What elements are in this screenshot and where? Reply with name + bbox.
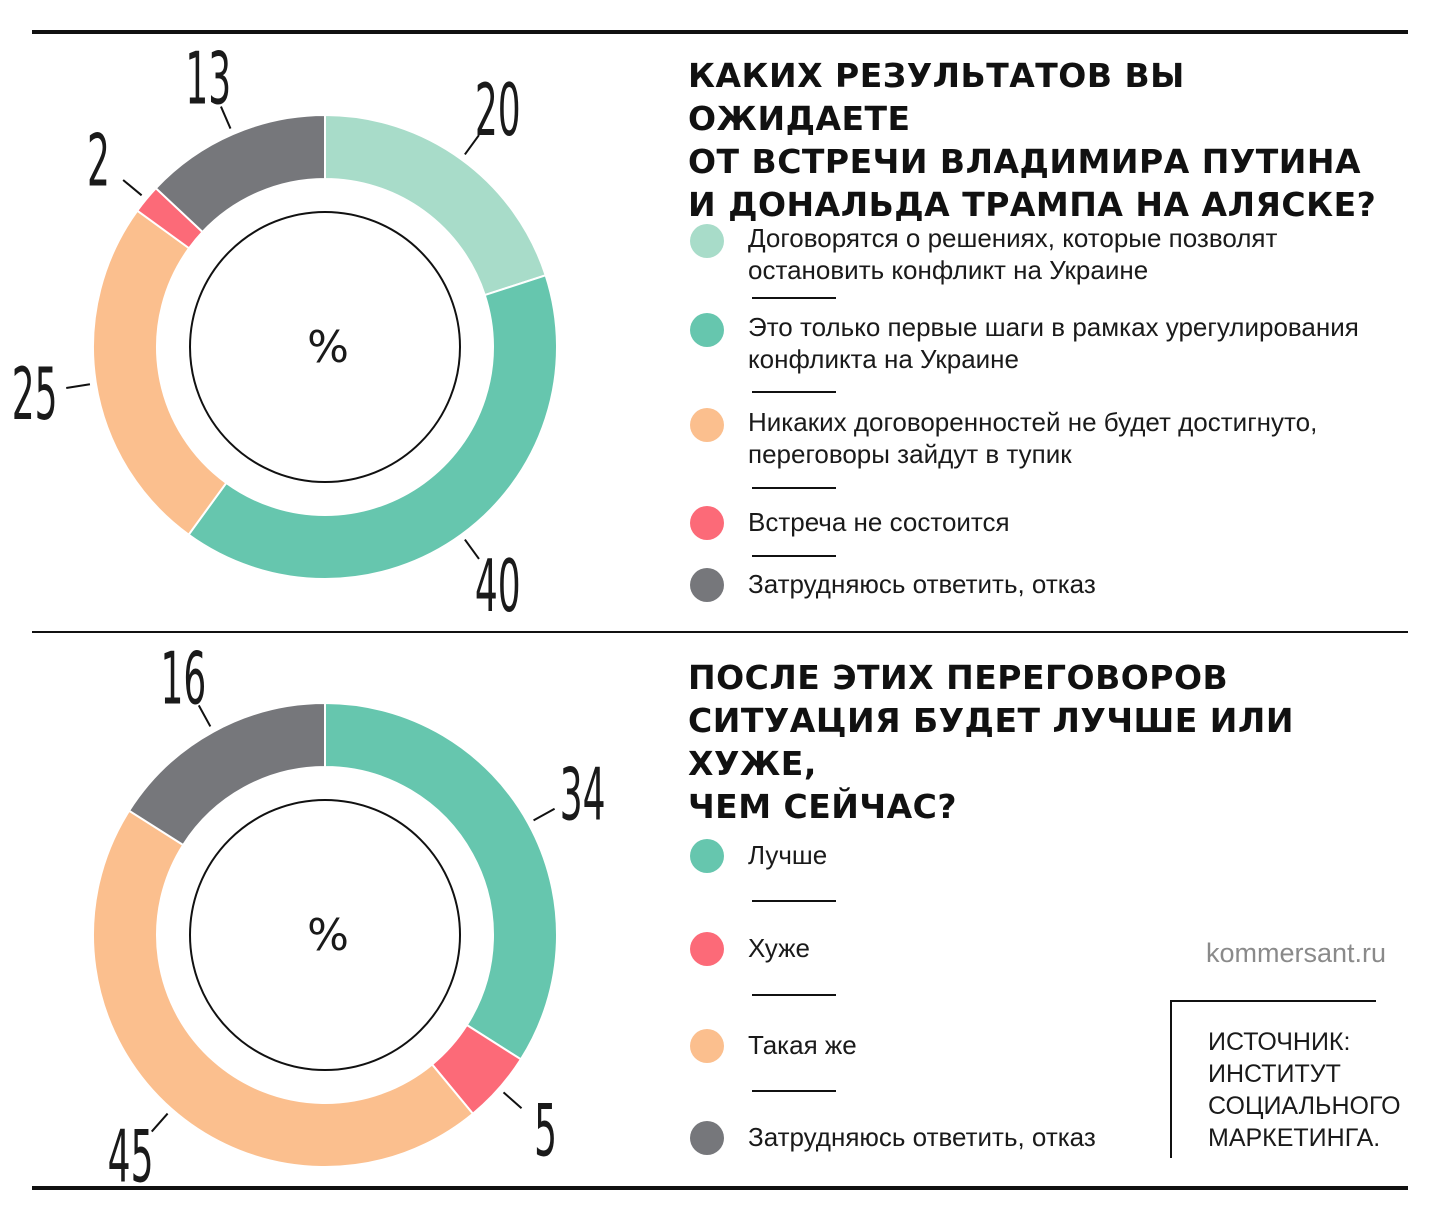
data-label: 2 xyxy=(87,120,110,204)
legend-swatch xyxy=(690,839,724,873)
data-label: 40 xyxy=(475,545,521,629)
legend-label: Договорятся о решениях, которые позволят… xyxy=(748,223,1278,285)
donut-chart-expectations: % 20 40 25 2 13 xyxy=(12,40,558,629)
data-label: 45 xyxy=(108,1116,154,1184)
legend-swatch xyxy=(690,568,724,602)
chart-title: ПОСЛЕ ЭТИХ ПЕРЕГОВОРОВ СИТУАЦИЯ БУДЕТ ЛУ… xyxy=(688,658,1294,826)
data-label: 13 xyxy=(185,40,231,121)
legend-divider xyxy=(752,1090,836,1092)
legend-label: Такая же xyxy=(748,1030,857,1060)
leader-line xyxy=(533,807,556,822)
legend-swatch xyxy=(690,506,724,540)
inner-circle xyxy=(189,799,461,1071)
data-label: 34 xyxy=(560,754,606,838)
donut-chart-outlook: % 34 5 45 16 xyxy=(92,638,606,1184)
donut-slice xyxy=(127,701,326,847)
legend-label: Это только первые шаги в рамках урегулир… xyxy=(748,312,1359,374)
legend-swatch xyxy=(690,408,724,442)
legend-label: Никаких договоренностей не будет достигн… xyxy=(748,407,1318,469)
leader-line xyxy=(502,1091,523,1110)
legend-swatch xyxy=(690,1029,724,1063)
source-box: ИСТОЧНИК: ИНСТИТУТ СОЦИАЛЬНОГО МАРКЕТИНГ… xyxy=(1170,1000,1401,1158)
inner-circle xyxy=(189,211,461,483)
leader-line xyxy=(66,383,91,389)
legend-label: Затрудняюсь ответить, отказ xyxy=(748,1122,1096,1152)
leader-line xyxy=(464,134,480,156)
leader-line xyxy=(150,1112,169,1133)
legend-label: Лучше xyxy=(748,840,828,870)
legend-label: Затрудняюсь ответить, отказ xyxy=(748,569,1096,599)
donut-slice xyxy=(187,274,558,580)
legend-label: Хуже xyxy=(748,933,810,963)
legend-divider xyxy=(752,487,836,489)
legend-swatch xyxy=(690,932,724,966)
leader-line xyxy=(197,704,212,727)
donut-slice xyxy=(92,809,475,1168)
data-label: 20 xyxy=(475,69,521,153)
leader-line xyxy=(464,538,480,560)
center-percent-label: % xyxy=(307,910,349,961)
legend-swatch xyxy=(690,313,724,347)
data-label: 16 xyxy=(160,638,206,722)
legend-swatch xyxy=(690,1121,724,1155)
donut-slice xyxy=(92,209,228,537)
leader-line xyxy=(122,179,143,197)
leader-line xyxy=(220,106,232,129)
chart-title: КАКИХ РЕЗУЛЬТАТОВ ВЫ ОЖИДАЕТЕ ОТ ВСТРЕЧИ… xyxy=(688,56,1377,224)
legend-divider xyxy=(752,391,836,393)
data-label: 25 xyxy=(12,353,58,437)
top-rule xyxy=(32,30,1408,34)
legend-divider xyxy=(752,994,836,996)
legend-divider xyxy=(752,900,836,902)
source-note: ИСТОЧНИК: ИНСТИТУТ СОЦИАЛЬНОГО МАРКЕТИНГ… xyxy=(1208,1028,1401,1152)
legend-divider xyxy=(752,555,836,557)
middle-rule xyxy=(32,631,1408,633)
legend-label: Встреча не состоится xyxy=(748,507,1010,537)
data-label: 5 xyxy=(534,1090,557,1174)
center-percent-label: % xyxy=(307,322,349,373)
legend-divider xyxy=(752,297,836,299)
site-credit: kommersant.ru xyxy=(1206,938,1387,968)
donut-slice xyxy=(324,701,558,1061)
donut-slice xyxy=(154,113,326,234)
bottom-rule xyxy=(32,1186,1408,1190)
legend-swatch xyxy=(690,224,724,258)
